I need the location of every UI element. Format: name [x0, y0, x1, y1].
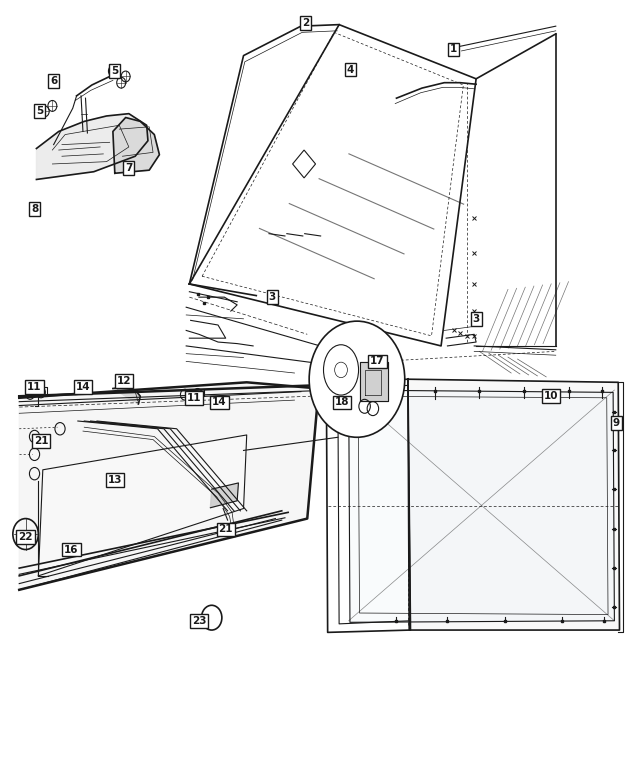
Text: 21: 21 [34, 436, 48, 446]
Polygon shape [211, 483, 239, 507]
Text: 18: 18 [335, 398, 349, 407]
Text: 11: 11 [187, 393, 201, 402]
Polygon shape [408, 379, 620, 630]
Text: 11: 11 [28, 382, 42, 392]
Text: 21: 21 [218, 524, 233, 535]
Text: 1: 1 [450, 44, 458, 54]
Text: 3: 3 [472, 314, 480, 324]
Text: 2: 2 [302, 18, 310, 28]
Text: 3: 3 [269, 292, 276, 302]
Text: 8: 8 [31, 204, 38, 214]
Polygon shape [349, 390, 614, 622]
Text: 22: 22 [19, 532, 33, 542]
Polygon shape [113, 387, 140, 404]
Polygon shape [38, 435, 246, 576]
Text: 5: 5 [36, 106, 44, 117]
Circle shape [309, 321, 404, 437]
Text: 16: 16 [64, 545, 79, 555]
Text: 9: 9 [612, 418, 620, 428]
Text: 17: 17 [370, 357, 385, 367]
Polygon shape [113, 117, 159, 173]
Text: 14: 14 [76, 382, 90, 392]
Text: 12: 12 [116, 376, 131, 385]
Text: 6: 6 [50, 76, 57, 86]
Polygon shape [19, 382, 319, 590]
Text: 4: 4 [347, 64, 355, 75]
Text: 13: 13 [108, 475, 122, 485]
Polygon shape [36, 113, 148, 179]
Text: 10: 10 [543, 392, 558, 401]
Polygon shape [360, 362, 388, 401]
Text: 23: 23 [191, 615, 206, 625]
Text: 5: 5 [111, 66, 118, 76]
Text: 7: 7 [125, 163, 132, 172]
Text: 14: 14 [212, 398, 227, 407]
